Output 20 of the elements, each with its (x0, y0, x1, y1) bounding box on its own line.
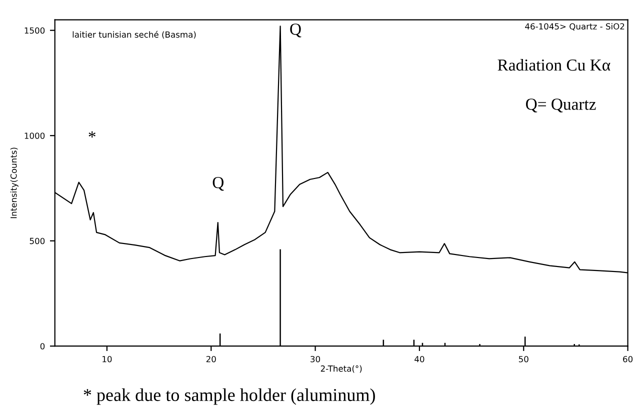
y-tick-label: 0 (40, 343, 45, 350)
text: * peak due to sample holder (aluminum) (84, 388, 375, 405)
annotation: Q= Quartz (526, 98, 596, 112)
y-axis-title: Intensity(Counts) (10, 148, 18, 218)
x-tick-label: 30 (310, 356, 320, 362)
y-tick-label: 500 (30, 238, 45, 244)
y-tick-label: 1500 (24, 27, 45, 34)
annotation: Radiation Cu Kα (498, 58, 610, 71)
annotation: 46-1045> Quartz - SiO2 (525, 23, 624, 30)
x-axis-title: 2-Theta(°) (320, 365, 362, 373)
annotation: Q (290, 24, 302, 38)
annotation: laitier tunisian seché (Basma) (72, 30, 196, 39)
x-tick-label: 20 (206, 356, 216, 362)
y-tick-label: 1000 (24, 132, 45, 139)
annotation: Q (212, 176, 224, 191)
x-tick-label: 10 (102, 356, 112, 362)
x-tick-label: 60 (623, 356, 633, 362)
x-tick-label: 40 (414, 356, 424, 362)
x-tick-label: 50 (518, 356, 528, 362)
annotation: * (88, 131, 96, 138)
